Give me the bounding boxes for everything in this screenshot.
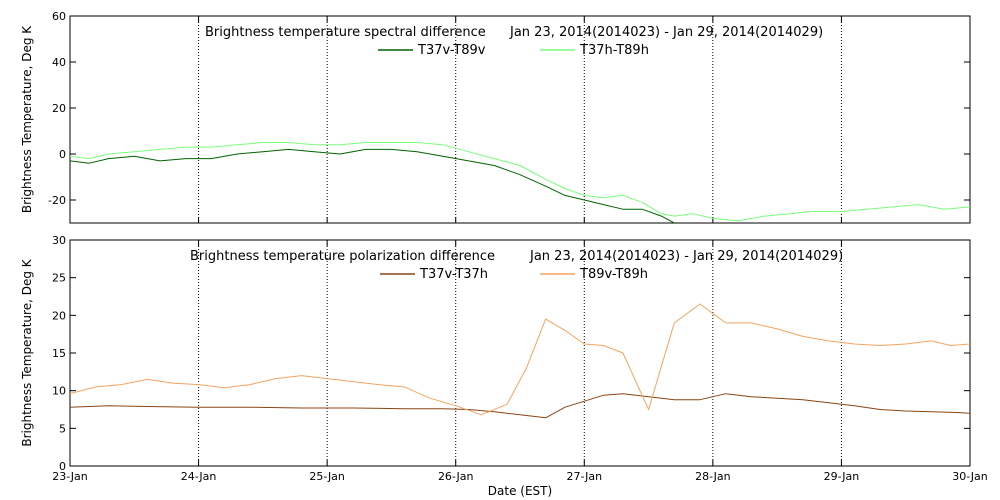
legend-label-t89v-t89h: T89v-T89h <box>579 267 648 282</box>
y-tick-label: -20 <box>48 194 66 207</box>
y-tick-label: 30 <box>52 234 66 247</box>
y-tick-label: 60 <box>52 10 66 23</box>
y-tick-label: 25 <box>52 272 66 285</box>
y-tick-label: 40 <box>52 56 66 69</box>
series-line-t37v-t37h <box>70 393 970 419</box>
x-tick-label: 25-Jan <box>309 470 345 483</box>
y-tick-label: 5 <box>59 422 66 435</box>
spectral-difference-panel: Brightness temperature spectral differen… <box>20 10 971 224</box>
x-tick-label: 28-Jan <box>695 470 731 483</box>
series-line-t37h-t89h <box>70 142 970 222</box>
series-line-t89v-t89h <box>70 303 970 416</box>
polarization-y-axis-label: Brightness Temperature, Deg K <box>20 258 34 446</box>
y-tick-label: 10 <box>52 385 66 398</box>
x-tick-label: 27-Jan <box>567 470 603 483</box>
legend-label-t37h-t89h: T37h-T89h <box>579 43 649 58</box>
y-tick-label: 0 <box>59 460 66 473</box>
spectral-y-axis-label: Brightness Temperature, Deg K <box>20 25 34 213</box>
spectral-chart-title: Brightness temperature spectral differen… <box>205 25 486 40</box>
polarization-chart-title: Brightness temperature polarization diff… <box>190 249 495 264</box>
legend-label-t37v-t89v: T37v-T89v <box>417 43 486 58</box>
series-line-t37v-t89v <box>70 148 675 223</box>
x-tick-label: 29-Jan <box>824 470 860 483</box>
y-tick-label: 20 <box>52 309 66 322</box>
x-tick-label: 23-Jan <box>52 470 88 483</box>
polarization-date-range: Jan 23, 2014(2014023) - Jan 29, 2014(201… <box>529 249 843 264</box>
polarization-difference-panel: Brightness temperature polarization diff… <box>20 234 988 498</box>
x-tick-label: 26-Jan <box>438 470 474 483</box>
polarization-plot-frame <box>69 239 971 467</box>
legend-label-t37v-t37h: T37v-T37h <box>419 267 488 282</box>
spectral-date-range: Jan 23, 2014(2014023) - Jan 29, 2014(201… <box>509 25 823 40</box>
y-tick-label: 15 <box>52 347 66 360</box>
x-tick-label: 30-Jan <box>952 470 988 483</box>
y-tick-label: 20 <box>52 102 66 115</box>
y-tick-label: 0 <box>59 148 66 161</box>
spectral-plot-frame <box>69 15 971 224</box>
x-tick-label: 24-Jan <box>181 470 217 483</box>
x-axis-label: Date (EST) <box>488 484 552 498</box>
